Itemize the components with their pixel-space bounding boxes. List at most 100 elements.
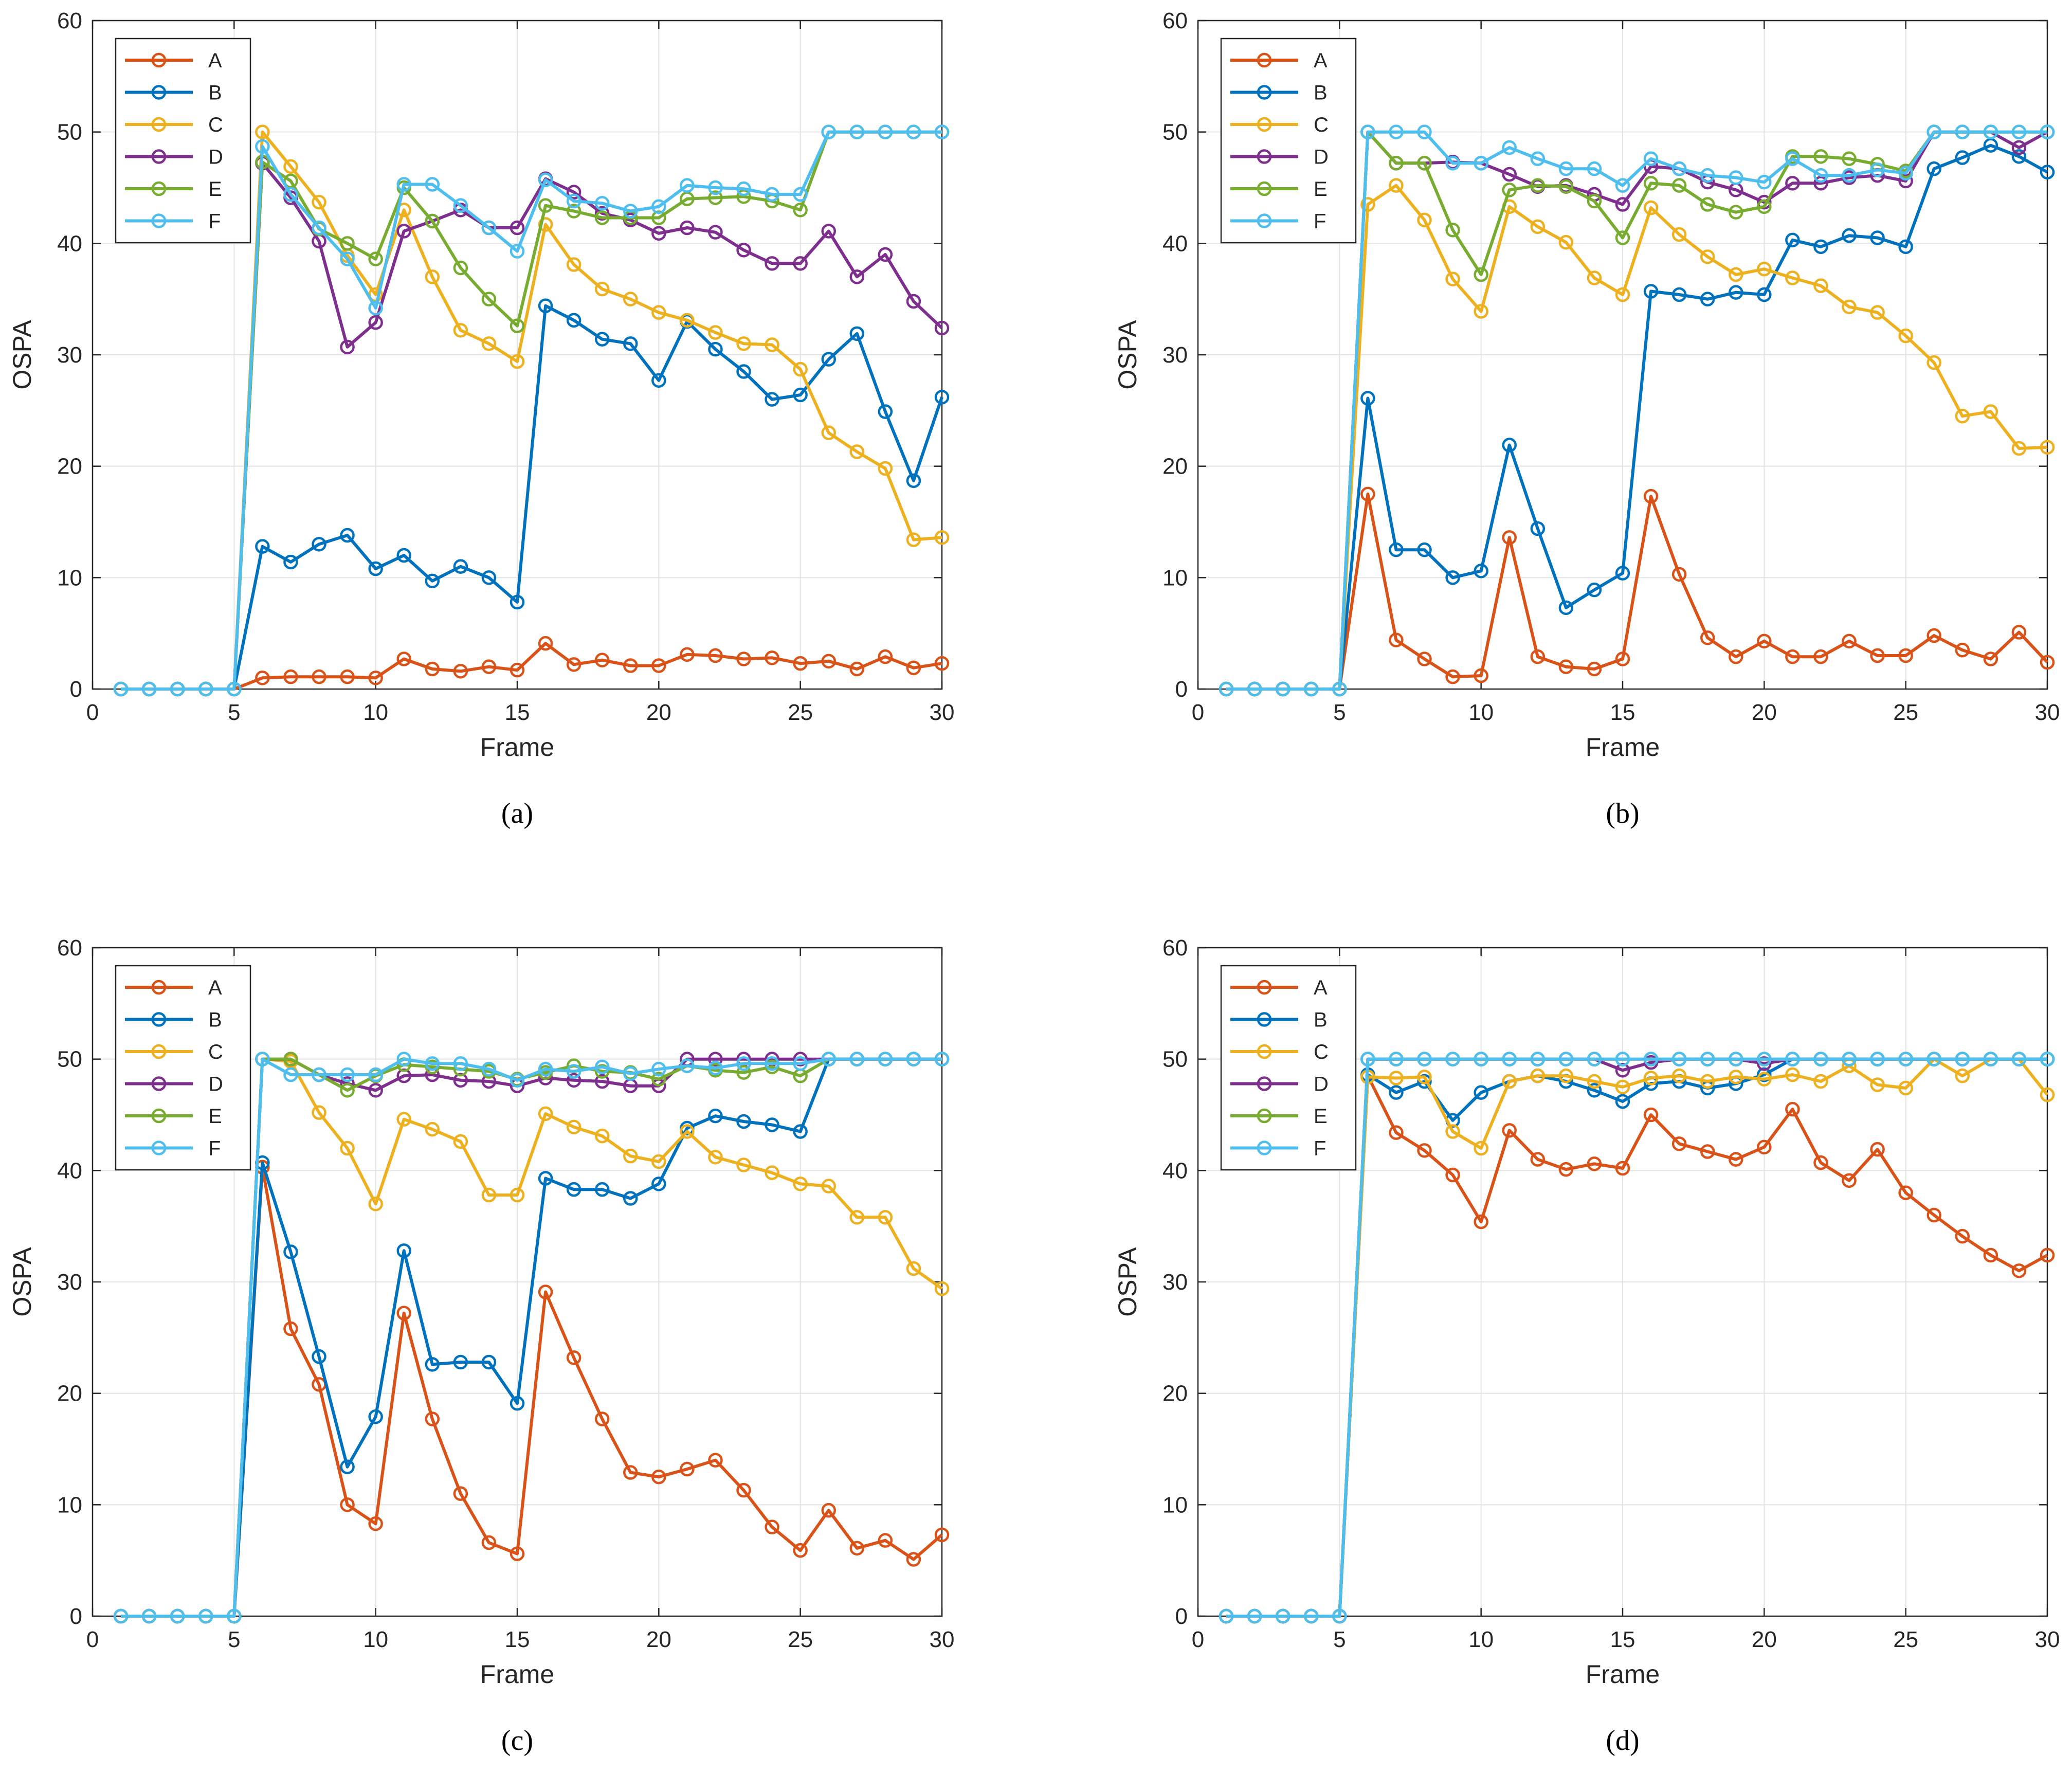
data-point-F [1445, 156, 1460, 171]
data-point-B [340, 1459, 355, 1474]
data-point-B [2040, 165, 2055, 179]
legend-item-E: E [125, 178, 222, 201]
data-point-F [1530, 151, 1546, 166]
data-point-C [651, 305, 666, 320]
data-point-B [1445, 570, 1460, 585]
data-point-C [849, 444, 865, 459]
data-point-F [1842, 1052, 1857, 1066]
data-point-A [680, 647, 695, 662]
legend-marker [1257, 85, 1272, 100]
data-point-F [1813, 1052, 1828, 1066]
y-tick-label: 50 [57, 1047, 82, 1072]
data-point-A [1842, 634, 1857, 649]
data-point-F [396, 1052, 411, 1066]
data-point-F [708, 180, 723, 195]
data-point-D [1615, 1063, 1630, 1078]
data-point-B [736, 364, 751, 379]
legend-label: F [208, 210, 221, 233]
chart-panel-3: 0 5 10 15 20 25 30 0 10 20 30 40 50 60 Frame OSPA ABCDEF… [8, 935, 954, 1757]
data-point-F [198, 1608, 213, 1624]
data-point-D [680, 220, 695, 236]
legend-marker [151, 1141, 167, 1155]
data-point-B [368, 1409, 383, 1424]
data-point-F [594, 1059, 610, 1075]
legend-marker [151, 52, 167, 68]
data-point-B [594, 332, 610, 347]
data-point-F [368, 1067, 383, 1082]
y-tick-label: 0 [70, 677, 82, 702]
data-point-B [1615, 566, 1630, 581]
data-point-D [1898, 173, 1913, 189]
x-tick-label: 5 [1333, 700, 1346, 725]
data-point-C [1757, 261, 1772, 277]
data-point-B [1530, 521, 1546, 536]
legend-item-D: D [125, 146, 223, 169]
x-tick-label: 30 [2035, 1627, 2060, 1652]
data-point-C [736, 336, 751, 351]
data-point-D [396, 224, 411, 239]
data-point-E [1615, 230, 1630, 245]
data-point-C [1360, 197, 1375, 212]
data-point-D [1757, 194, 1772, 210]
data-point-A [1417, 652, 1432, 666]
y-tick-label: 0 [1175, 677, 1188, 702]
data-point-F [1615, 178, 1630, 193]
data-point-E [368, 251, 383, 266]
data-point-F [765, 1056, 779, 1071]
data-point-F [1700, 1052, 1715, 1066]
data-point-F [1870, 162, 1885, 177]
data-point-E [1643, 176, 1659, 191]
data-point-A [1615, 1161, 1630, 1176]
data-point-A [1785, 649, 1800, 664]
legend-label: A [1314, 49, 1328, 72]
data-point-D [1502, 167, 1517, 182]
data-point-C [425, 269, 440, 284]
data-point-E [453, 260, 468, 276]
data-point-F [1700, 168, 1715, 183]
x-tick-label: 20 [1752, 1627, 1777, 1652]
data-point-F [1729, 170, 1743, 185]
data-point-B [793, 387, 808, 403]
data-point-C [1502, 1074, 1517, 1089]
series-line-F [1226, 130, 2047, 691]
data-point-F [2011, 1052, 2027, 1066]
data-point-F [878, 1052, 893, 1066]
x-tick-label: 20 [646, 700, 671, 725]
data-point-A [1898, 1185, 1913, 1200]
data-point-C [736, 1157, 751, 1172]
data-point-B [1643, 284, 1659, 299]
data-point-C [1870, 305, 1885, 320]
data-point-C [623, 1148, 638, 1164]
data-point-B [1615, 1094, 1630, 1109]
data-point-B [538, 298, 553, 313]
legend-label: A [208, 49, 222, 72]
data-point-B [453, 1354, 468, 1370]
y-tick-label: 20 [1162, 1381, 1188, 1406]
data-point-A [510, 662, 525, 678]
data-point-C [566, 1119, 581, 1135]
data-point-F [170, 1608, 185, 1624]
data-point-A [566, 1350, 581, 1365]
data-point-B [1842, 228, 1857, 243]
x-tick-label: 10 [363, 1627, 388, 1652]
data-point-F [934, 1052, 950, 1066]
data-point-D [594, 1074, 610, 1089]
series-F [113, 124, 950, 697]
data-point-C [1417, 1070, 1432, 1084]
y-tick-label: 50 [57, 120, 82, 145]
x-tick-label: 25 [1893, 1627, 1918, 1652]
data-point-F [566, 1064, 581, 1079]
data-point-D [1785, 176, 1800, 191]
legend-marker [151, 181, 167, 196]
panel-caption: (d) [1606, 1725, 1639, 1757]
data-point-F [538, 1061, 553, 1077]
data-point-A [1558, 659, 1574, 674]
legend-item-A: A [1230, 976, 1328, 999]
data-point-C [368, 1197, 383, 1211]
data-point-D [708, 1052, 723, 1066]
data-point-A [934, 656, 950, 671]
data-point-F [340, 1067, 355, 1082]
data-point-A [623, 658, 638, 673]
legend-marker [151, 1012, 167, 1027]
